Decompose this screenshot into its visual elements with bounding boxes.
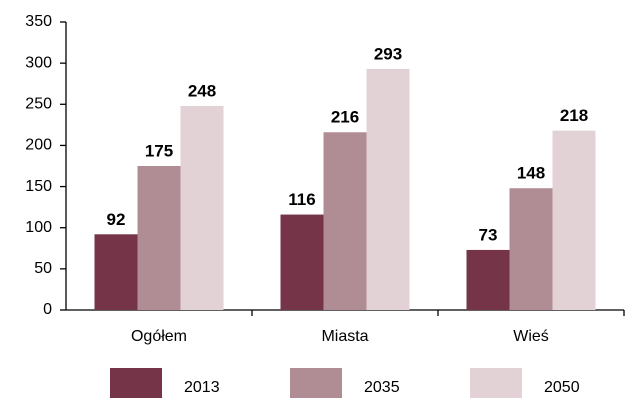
- y-tick-label: 250: [25, 96, 52, 113]
- y-tick-label: 150: [25, 178, 52, 195]
- value-label: 175: [145, 141, 173, 160]
- bar: [94, 234, 138, 310]
- y-tick-label: 200: [25, 137, 52, 154]
- y-tick-label: 100: [25, 219, 52, 236]
- value-label: 148: [517, 164, 545, 183]
- x-tick-label: Wieś: [513, 328, 549, 345]
- value-label: 92: [107, 210, 126, 229]
- bar: [466, 249, 510, 310]
- value-label: 218: [560, 106, 588, 125]
- legend-swatch: [290, 368, 342, 398]
- value-label: 73: [479, 225, 498, 244]
- legend-swatch: [470, 368, 522, 398]
- value-label: 216: [331, 108, 359, 127]
- bar: [366, 68, 410, 310]
- y-tick-label: 300: [25, 54, 52, 71]
- bar: [280, 214, 324, 310]
- bar: [323, 132, 367, 310]
- legend-swatch: [110, 368, 162, 398]
- bar: [137, 166, 181, 310]
- y-tick-label: 350: [25, 13, 52, 30]
- x-tick-label: Ogółem: [131, 328, 187, 345]
- legend-label: 2035: [364, 379, 400, 396]
- value-label: 248: [188, 81, 216, 100]
- y-tick-label: 0: [43, 301, 52, 318]
- x-tick-label: Miasta: [321, 328, 368, 345]
- value-label: 116: [288, 190, 315, 209]
- y-tick-label: 50: [34, 260, 52, 277]
- legend-label: 2013: [184, 379, 220, 396]
- bar: [552, 130, 596, 310]
- bar: [509, 188, 553, 310]
- bar: [180, 105, 224, 310]
- legend-label: 2050: [544, 379, 580, 396]
- value-label: 293: [374, 44, 402, 63]
